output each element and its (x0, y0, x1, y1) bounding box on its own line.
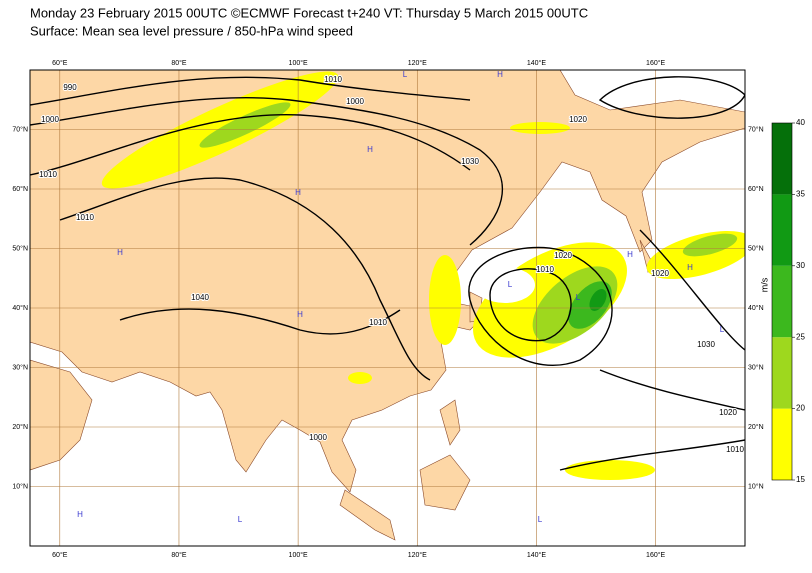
lon-label: 80°E (171, 551, 187, 559)
contour-label: 1030 (697, 340, 715, 349)
lon-label: 160°E (646, 551, 665, 559)
colorbar-label: 35 (796, 190, 805, 199)
contour-label: 1020 (569, 115, 587, 124)
pressure-center: H (295, 188, 301, 197)
lat-label: 40°N (748, 304, 764, 312)
contour-label: 1010 (536, 265, 554, 274)
lat-label: 10°N (12, 482, 28, 490)
lon-label: 60°E (52, 551, 68, 559)
colorbar-band (772, 123, 792, 195)
lon-label: 140°E (527, 551, 546, 559)
contour-label: 990 (63, 83, 77, 92)
contour-label: 1000 (309, 433, 327, 442)
colorbar-label: 20 (796, 404, 805, 413)
pressure-center: L (238, 515, 243, 524)
contour-label: 1020 (651, 269, 669, 278)
lon-label: 100°E (289, 59, 308, 67)
lat-label: 30°N (748, 363, 764, 371)
contour-label: 1010 (726, 445, 744, 454)
contour-label: 1040 (191, 293, 209, 302)
pressure-center: L (720, 325, 725, 334)
colorbar-band (772, 408, 792, 480)
lat-label: 20°N (748, 423, 764, 431)
pressure-center: L (403, 70, 408, 79)
lat-label: 20°N (12, 423, 28, 431)
lon-label: 160°E (646, 59, 665, 67)
title: Monday 23 February 2015 00UTC ©ECMWF For… (30, 5, 588, 20)
colorbar-band (772, 265, 792, 338)
colorbar-label: 40 (796, 118, 805, 127)
colorbar-label: 15 (796, 475, 805, 484)
lat-label: 10°N (748, 482, 764, 490)
pressure-center: H (297, 310, 303, 319)
colorbar-label: 25 (796, 332, 805, 341)
lat-label: 70°N (748, 125, 764, 133)
contour-label: 1010 (369, 318, 387, 327)
colorbar-label: 30 (796, 261, 805, 270)
contour-label: 1010 (324, 75, 342, 84)
colorbar-band (772, 194, 792, 266)
map-labels: 9901000101010101000101010201030104010101… (38, 70, 745, 524)
pressure-center: L (576, 293, 581, 302)
contour-label: 1000 (346, 97, 364, 106)
pressure-center: H (497, 70, 503, 79)
lon-label: 140°E (527, 59, 546, 67)
lat-label: 50°N (748, 244, 764, 252)
lat-label: 60°N (748, 185, 764, 193)
pressure-center: L (508, 280, 513, 289)
map: 9901000101010101000101010201030104010101… (30, 70, 745, 546)
lat-label: 70°N (12, 125, 28, 133)
pressure-center: H (367, 145, 373, 154)
colorbar-band (772, 337, 792, 409)
isobars (30, 76, 745, 471)
lon-label: 120°E (408, 551, 427, 559)
lon-label: 120°E (408, 59, 427, 67)
pressure-center: L (538, 515, 543, 524)
land (30, 70, 745, 541)
lon-label: 100°E (289, 551, 308, 559)
subtitle: Surface: Mean sea level pressure / 850-h… (30, 23, 353, 38)
colorbar: 15 20 25 30 35 40 (771, 118, 805, 484)
lat-label: 60°N (12, 185, 28, 193)
contour-label: 1000 (41, 115, 59, 124)
lat-label: 30°N (12, 363, 28, 371)
pressure-center: H (627, 250, 633, 259)
contour-label: 1020 (554, 251, 572, 260)
contour-label: 1010 (39, 170, 57, 179)
lon-label: 80°E (171, 59, 187, 67)
lat-label: 40°N (12, 304, 28, 312)
pressure-center: H (117, 248, 123, 257)
contour-label: 1030 (461, 157, 479, 166)
contour-label: 1010 (76, 213, 94, 222)
colorbar-unit: m/s (759, 277, 769, 292)
lat-label: 50°N (12, 244, 28, 252)
contour-label: 1020 (719, 408, 737, 417)
lon-label: 60°E (52, 59, 68, 67)
pressure-center: H (687, 263, 693, 272)
map-frame (29, 69, 746, 547)
colorbar-frame (771, 122, 793, 481)
pressure-center: H (77, 510, 83, 519)
